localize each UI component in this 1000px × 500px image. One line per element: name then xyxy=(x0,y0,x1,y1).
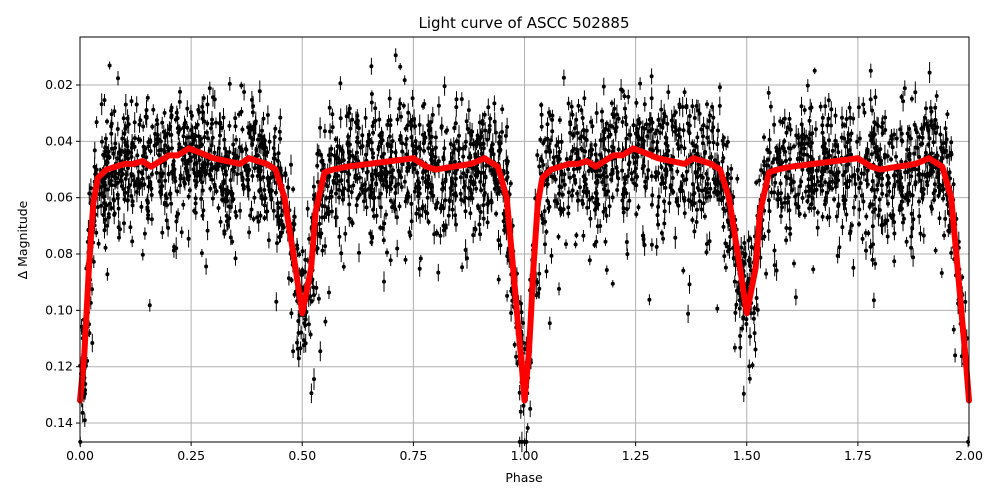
x-tick-label: 0.75 xyxy=(399,448,427,463)
x-tick-label: 0.00 xyxy=(66,448,94,463)
x-axis-label: Phase xyxy=(505,470,543,485)
x-tick-label: 2.00 xyxy=(955,448,983,463)
model-curve xyxy=(77,145,972,404)
y-tick-label: 0.08 xyxy=(45,246,73,261)
y-tick-label: 0.14 xyxy=(45,415,73,430)
x-tick-label: 1.75 xyxy=(844,448,872,463)
y-tick-label: 0.06 xyxy=(45,190,73,205)
y-tick-label: 0.04 xyxy=(45,133,73,148)
y-tick-label: 0.10 xyxy=(45,302,73,317)
y-tick-label: 0.02 xyxy=(45,77,73,92)
x-tick-label: 1.00 xyxy=(511,448,539,463)
y-axis-ticks: 0.02 0.04 0.06 0.08 0.10 0.12 0.14 xyxy=(45,77,80,430)
y-tick-label: 0.12 xyxy=(45,359,73,374)
x-tick-label: 1.50 xyxy=(733,448,761,463)
y-axis-label: Δ Magnitude xyxy=(15,200,30,279)
x-tick-label: 0.50 xyxy=(288,448,316,463)
x-axis-ticks: 0.00 0.25 0.50 0.75 1.00 1.25 1.50 1.75 2.00 xyxy=(66,442,983,463)
x-tick-label: 0.25 xyxy=(177,448,205,463)
chart-title: Light curve of ASCC 502885 xyxy=(419,14,630,32)
x-tick-label: 1.25 xyxy=(622,448,650,463)
